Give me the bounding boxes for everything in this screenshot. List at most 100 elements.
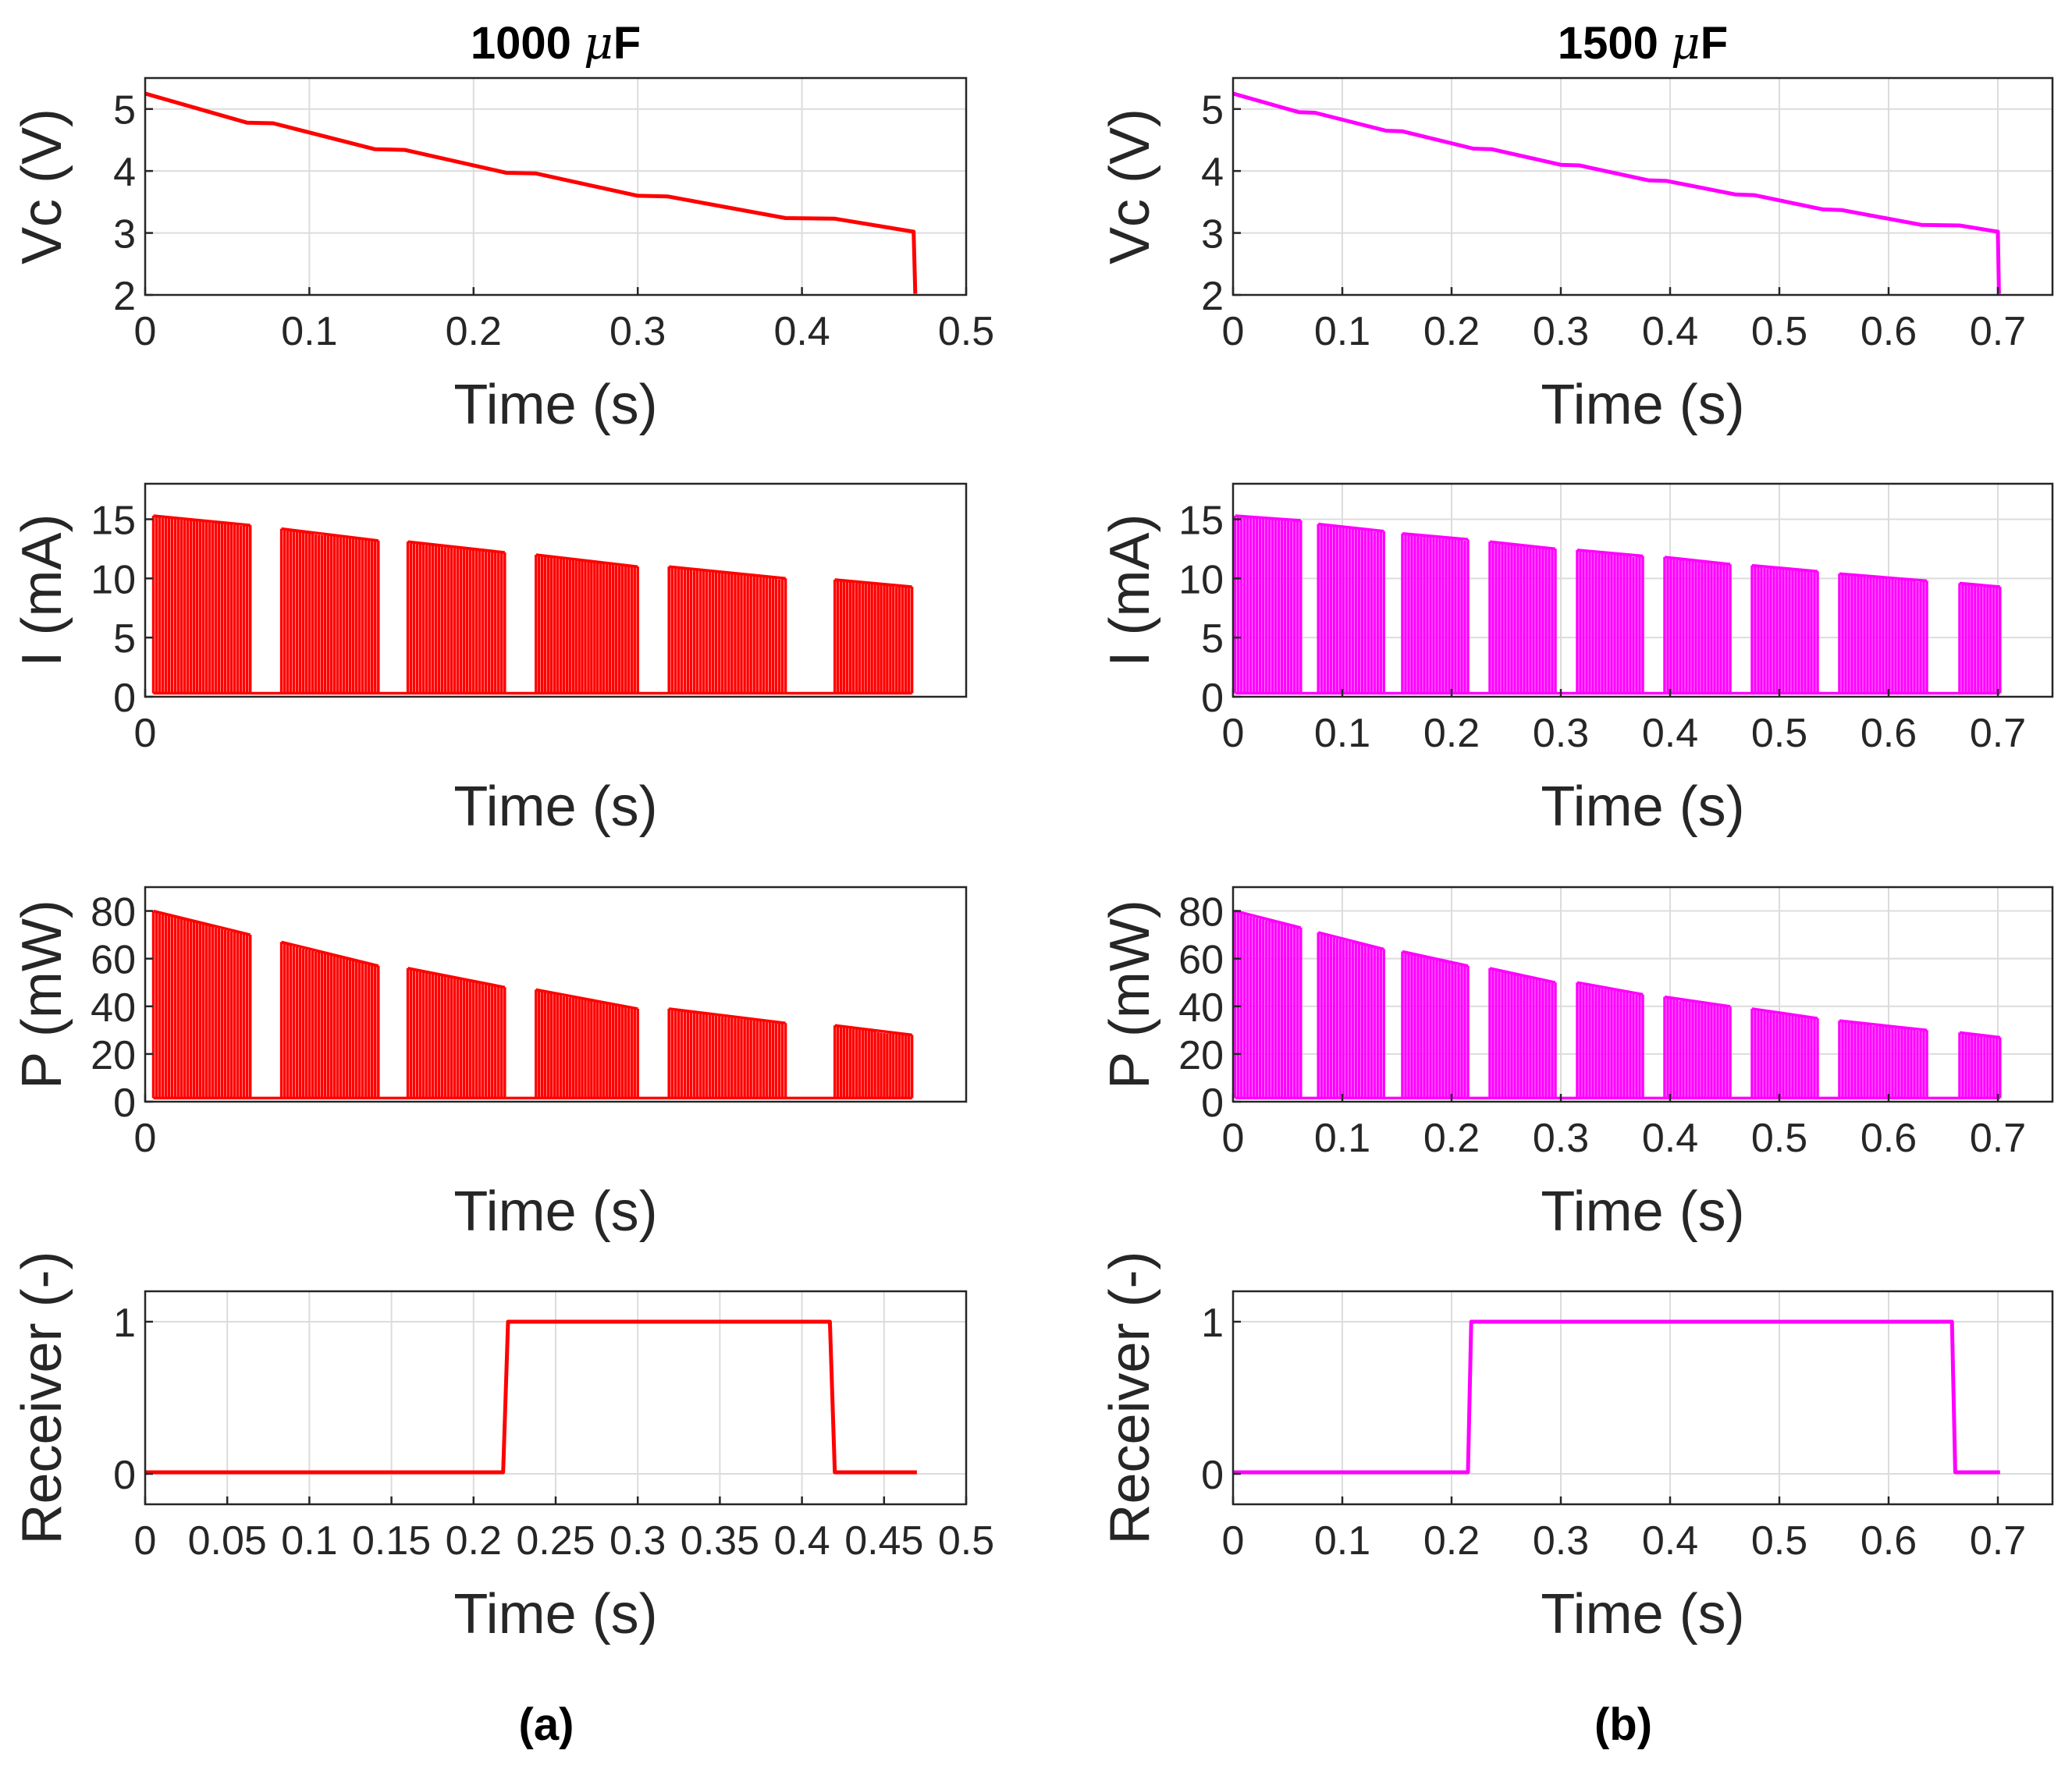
x-axis-label: Time (s) <box>1541 374 1744 436</box>
x-tick-label: 0 <box>1222 711 1245 756</box>
y-tick-label: 20 <box>91 1033 136 1078</box>
y-tick-label: 1 <box>113 1301 136 1346</box>
y-tick-label: 80 <box>91 890 136 935</box>
axes-frame <box>1231 1290 2054 1506</box>
x-tick-label: 0.2 <box>1423 711 1480 756</box>
y-tick-label: 2 <box>113 274 136 319</box>
x-tick-label: 0.1 <box>281 1518 337 1564</box>
y-axis-label: Receiver (-) <box>1099 1251 1161 1544</box>
y-tick-label: 60 <box>1178 938 1224 983</box>
x-tick-label: 0.2 <box>446 1518 502 1564</box>
x-tick-label: 0.1 <box>1314 1116 1370 1161</box>
x-tick-label: 0.7 <box>1970 309 2026 354</box>
x-tick-label: 0.4 <box>773 1518 830 1564</box>
x-tick-label: 0 <box>1222 1116 1245 1161</box>
y-axis-label: Vc (V) <box>1099 108 1161 264</box>
x-axis-label: Time (s) <box>453 1583 657 1646</box>
x-tick-label: 0.3 <box>610 1518 666 1564</box>
x-tick-label: 0.4 <box>1642 711 1698 756</box>
x-tick-label: 0.4 <box>773 309 830 354</box>
x-axis-label: Time (s) <box>1541 1583 1744 1646</box>
series-pulses-i <box>1234 514 2002 695</box>
x-tick-label: 0.1 <box>1314 1518 1370 1564</box>
panel-b4: 0 0.1 0.2 0.3 0.4 0.5 0.6 0.7 0 1 Time (s) Receiver… <box>1099 1251 2054 1646</box>
series-line-receiver <box>1233 1319 2000 1475</box>
y-tick-label: 5 <box>113 616 136 662</box>
x-tick-label: 0.1 <box>281 309 337 354</box>
x-tick-label: 0.6 <box>1861 711 1917 756</box>
panel-a1: 0 0.1 0.2 0.3 0.4 0.5 2 3 4 5 Time (s) Vc (V) 1000 μ… <box>11 16 994 436</box>
series-line-receiver <box>145 1319 917 1475</box>
y-tick-label: 0 <box>1201 1453 1224 1498</box>
x-tick-label: 0.7 <box>1970 711 2026 756</box>
x-tick-label: 0.5 <box>1751 1518 1807 1564</box>
x-tick-label: 0 <box>134 1518 157 1564</box>
axes-frame <box>1231 76 2054 296</box>
y-axis-label: P (mW) <box>1099 900 1161 1089</box>
y-tick-label: 4 <box>1201 150 1224 195</box>
x-tick-label: 0.45 <box>844 1518 923 1564</box>
panel-title: 1000 μF <box>471 16 641 69</box>
x-tick-label: 0 <box>1222 309 1245 354</box>
axes-frame <box>144 76 968 296</box>
x-axis-label: Time (s) <box>1541 776 1744 838</box>
x-tick-label: 0.7 <box>1970 1116 2026 1161</box>
axes-frame <box>144 482 968 698</box>
x-axis-label: Time (s) <box>453 374 657 436</box>
y-tick-label: 2 <box>1201 274 1224 319</box>
series-pulses-p <box>1234 909 2002 1100</box>
y-axis-label: Vc (V) <box>11 108 73 264</box>
x-tick-label: 0.2 <box>1423 1518 1480 1564</box>
x-tick-label: 0.5 <box>1751 309 1807 354</box>
x-tick-label: 0.2 <box>446 309 502 354</box>
x-tick-label: 0.3 <box>1533 309 1589 354</box>
x-tick-label: 0.5 <box>1751 1116 1807 1161</box>
y-tick-label: 0 <box>113 1453 136 1498</box>
x-tick-label: 0 <box>134 309 157 354</box>
panel-title: 1500 μF <box>1558 16 1728 69</box>
y-tick-label: 0 <box>1201 1081 1224 1126</box>
y-tick-label: 5 <box>1201 88 1224 133</box>
x-tick-label: 0.2 <box>1423 309 1480 354</box>
y-axis-label: I (mA) <box>11 514 73 667</box>
panel-a2: 00 5 10 15 Time (s) I (mA) <box>11 482 968 838</box>
x-axis-label: Time (s) <box>453 1180 657 1243</box>
x-tick-label: 0.15 <box>352 1518 431 1564</box>
y-axis-label: I (mA) <box>1099 514 1161 667</box>
axes-frame <box>1231 886 2054 1103</box>
y-tick-label: 5 <box>113 88 136 133</box>
x-tick-label: 0.7 <box>1970 1518 2026 1564</box>
panel-b1: 0 0.1 0.2 0.3 0.4 0.5 0.6 0.7 2 3 4 5 Time (s) Vc (V)… <box>1099 16 2054 436</box>
y-tick-label: 80 <box>1178 890 1224 935</box>
x-tick-label: 0.4 <box>1642 1116 1698 1161</box>
y-axis-label: Receiver (-) <box>11 1251 73 1544</box>
x-tick-label: 0.3 <box>1533 1116 1589 1161</box>
x-tick-label: 0.4 <box>1642 1518 1698 1564</box>
x-tick-label: 0.3 <box>1533 711 1589 756</box>
caption-b: (b) <box>1594 1699 1652 1750</box>
x-tick-label: 0.3 <box>610 309 666 354</box>
caption-a: (a) <box>519 1699 574 1750</box>
x-tick-label: 0.6 <box>1861 309 1917 354</box>
panel-a4: 0 0.05 0.1 0.15 0.2 0.25 0.3 0.35 0.4 0.45 0.5 0 1 Ti… <box>11 1251 994 1646</box>
panel-b2: 0 0.1 0.2 0.3 0.4 0.5 0.6 0.7 0 5 10 15 Time (s) I (m… <box>1099 482 2054 838</box>
x-tick-label: 0.5 <box>938 1518 994 1564</box>
y-tick-label: 20 <box>1178 1033 1224 1078</box>
y-tick-label: 0 <box>113 1081 136 1126</box>
x-tick-label: 0.5 <box>1751 711 1807 756</box>
x-tick-label: 0.1 <box>1314 711 1370 756</box>
x-tick-label: 0.35 <box>681 1518 759 1564</box>
y-tick-label: 60 <box>91 938 136 983</box>
axes-frame <box>144 886 968 1103</box>
x-tick-label: 0.6 <box>1861 1518 1917 1564</box>
y-tick-label: 4 <box>113 150 136 195</box>
y-tick-label: 0 <box>113 676 136 721</box>
y-tick-label: 1 <box>1201 1301 1224 1346</box>
series-line-vc <box>1233 91 2001 294</box>
x-tick-label: 0 <box>134 711 157 756</box>
x-tick-label: 0.4 <box>1642 309 1698 354</box>
x-tick-label: 0.05 <box>188 1518 267 1564</box>
axes-frame <box>1231 482 2054 698</box>
x-axis-label: Time (s) <box>1541 1180 1744 1243</box>
x-tick-label: 0.6 <box>1861 1116 1917 1161</box>
